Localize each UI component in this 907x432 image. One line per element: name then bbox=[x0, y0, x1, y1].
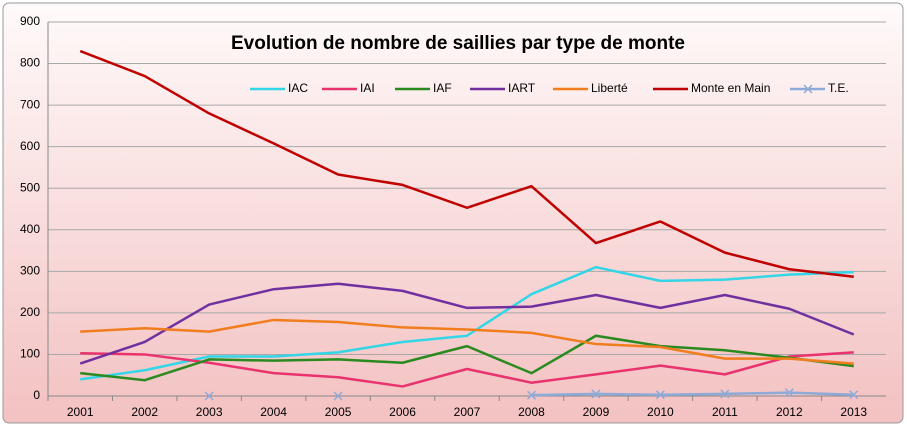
x-tick-label: 2004 bbox=[260, 405, 287, 419]
y-tick-label: 900 bbox=[20, 14, 40, 28]
x-tick-label: 2013 bbox=[840, 405, 867, 419]
line bbox=[531, 391, 854, 397]
x-tick-label: 2001 bbox=[67, 405, 94, 419]
legend-marker bbox=[803, 84, 813, 94]
x-tick-label: 2011 bbox=[712, 405, 738, 419]
marker bbox=[849, 390, 859, 400]
legend-label: IAI bbox=[360, 81, 375, 95]
y-tick-label: 600 bbox=[20, 139, 40, 153]
legend-label: T.E. bbox=[828, 81, 849, 95]
y-tick-label: 100 bbox=[20, 347, 40, 361]
x-tick-label: 2012 bbox=[776, 405, 803, 419]
x-tick-label: 2006 bbox=[389, 405, 416, 419]
marker bbox=[591, 389, 601, 399]
y-tick-label: 500 bbox=[20, 180, 40, 194]
line bbox=[79, 282, 855, 365]
marker bbox=[784, 388, 794, 398]
x-tick-label: 2008 bbox=[518, 405, 545, 419]
line bbox=[80, 334, 854, 382]
legend-label: IAF bbox=[433, 81, 452, 95]
x-tick-label: 2010 bbox=[647, 405, 674, 419]
y-tick-label: 700 bbox=[20, 97, 40, 111]
y-tick-label: 0 bbox=[33, 388, 40, 402]
chart-title: Evolution de nombre de saillies par type… bbox=[231, 33, 685, 54]
y-tick-label: 400 bbox=[20, 222, 40, 236]
marker bbox=[720, 389, 730, 399]
legend-label: IAC bbox=[288, 81, 308, 95]
legend-label: IART bbox=[508, 81, 536, 95]
marker bbox=[526, 390, 536, 400]
line bbox=[80, 351, 854, 388]
marker bbox=[204, 391, 214, 401]
y-tick-label: 300 bbox=[20, 264, 40, 278]
chart-background bbox=[2, 2, 904, 424]
x-tick-label: 2005 bbox=[325, 405, 352, 419]
marker bbox=[655, 390, 665, 400]
y-tick-label: 200 bbox=[20, 305, 40, 319]
x-tick-label: 2002 bbox=[131, 405, 158, 419]
line bbox=[80, 318, 854, 365]
legend-label: Monte en Main bbox=[691, 81, 770, 95]
x-tick-label: 2009 bbox=[583, 405, 610, 419]
legend-label: Liberté bbox=[591, 81, 628, 95]
x-tick-label: 2007 bbox=[454, 405, 481, 419]
marker bbox=[333, 391, 343, 401]
line bbox=[80, 265, 854, 381]
line bbox=[79, 49, 854, 278]
x-tick-label: 2003 bbox=[196, 405, 223, 419]
y-tick-label: 800 bbox=[20, 56, 40, 70]
